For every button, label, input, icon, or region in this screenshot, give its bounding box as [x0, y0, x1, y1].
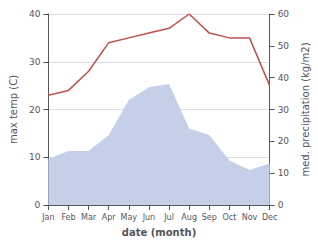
svg-text:50: 50: [278, 41, 290, 51]
svg-text:30: 30: [278, 105, 290, 115]
svg-text:0: 0: [278, 200, 284, 210]
svg-text:May: May: [121, 213, 138, 222]
svg-text:0: 0: [35, 200, 41, 210]
svg-text:Jun: Jun: [142, 213, 156, 222]
svg-text:Oct: Oct: [222, 213, 236, 222]
svg-text:Mar: Mar: [81, 213, 97, 222]
svg-text:Dec: Dec: [262, 213, 277, 222]
svg-text:40: 40: [29, 9, 41, 19]
svg-text:Sep: Sep: [202, 213, 217, 222]
svg-text:20: 20: [29, 105, 41, 115]
svg-text:Jul: Jul: [163, 213, 174, 222]
svg-text:10: 10: [29, 152, 41, 162]
svg-text:30: 30: [29, 57, 41, 67]
svg-text:20: 20: [278, 136, 290, 146]
svg-text:Aug: Aug: [181, 213, 197, 222]
svg-text:10: 10: [278, 168, 290, 178]
svg-text:Apr: Apr: [102, 213, 117, 222]
svg-text:60: 60: [278, 9, 290, 19]
svg-text:40: 40: [278, 73, 290, 83]
svg-text:Feb: Feb: [61, 213, 75, 222]
svg-text:Jan: Jan: [41, 213, 54, 222]
svg-text:med. precipitation (kg/m2): med. precipitation (kg/m2): [300, 42, 311, 176]
svg-text:max temp (C): max temp (C): [8, 75, 19, 144]
svg-text:Nov: Nov: [242, 213, 258, 222]
svg-text:date (month): date (month): [122, 227, 196, 238]
